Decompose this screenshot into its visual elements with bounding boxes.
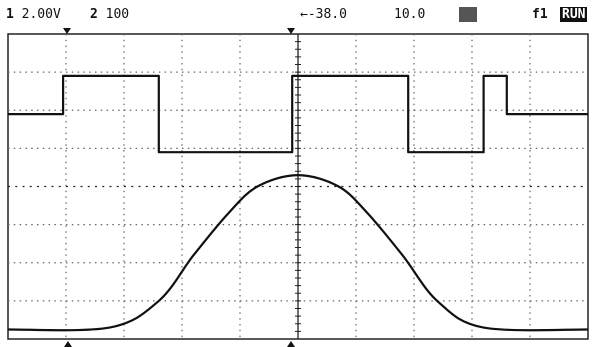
ch2-number: 2 <box>90 7 98 22</box>
trigger-source: f1 <box>532 7 548 22</box>
ch1-scale: 2.00V <box>21 7 61 22</box>
acquisition-mode-icon <box>459 7 477 22</box>
top-left-marker <box>63 28 71 34</box>
bottom-left-marker <box>64 341 72 347</box>
ch2-setting: 2 100 <box>90 7 129 22</box>
trigger-position-marker <box>287 28 295 34</box>
waveform-traces <box>7 74 589 332</box>
run-state: RUN <box>560 7 588 22</box>
graticule-center-axes <box>8 34 588 339</box>
ch1-number: 1 <box>6 7 14 22</box>
bottom-center-marker <box>287 341 295 347</box>
timebase-readout: 10.0 <box>394 7 426 22</box>
ch1-square-trace <box>8 74 588 154</box>
graticule-markers <box>63 28 295 347</box>
ch2-scale: 100 <box>105 7 130 22</box>
delay-readout: ←-38.0 <box>300 7 347 22</box>
ch1-setting: 1 2.00V <box>6 7 61 22</box>
status-bar: 1 2.00V 2 100 ←-38.0 10.0 f1 RUN <box>0 0 597 28</box>
ch2-pulse-trace <box>7 174 589 332</box>
